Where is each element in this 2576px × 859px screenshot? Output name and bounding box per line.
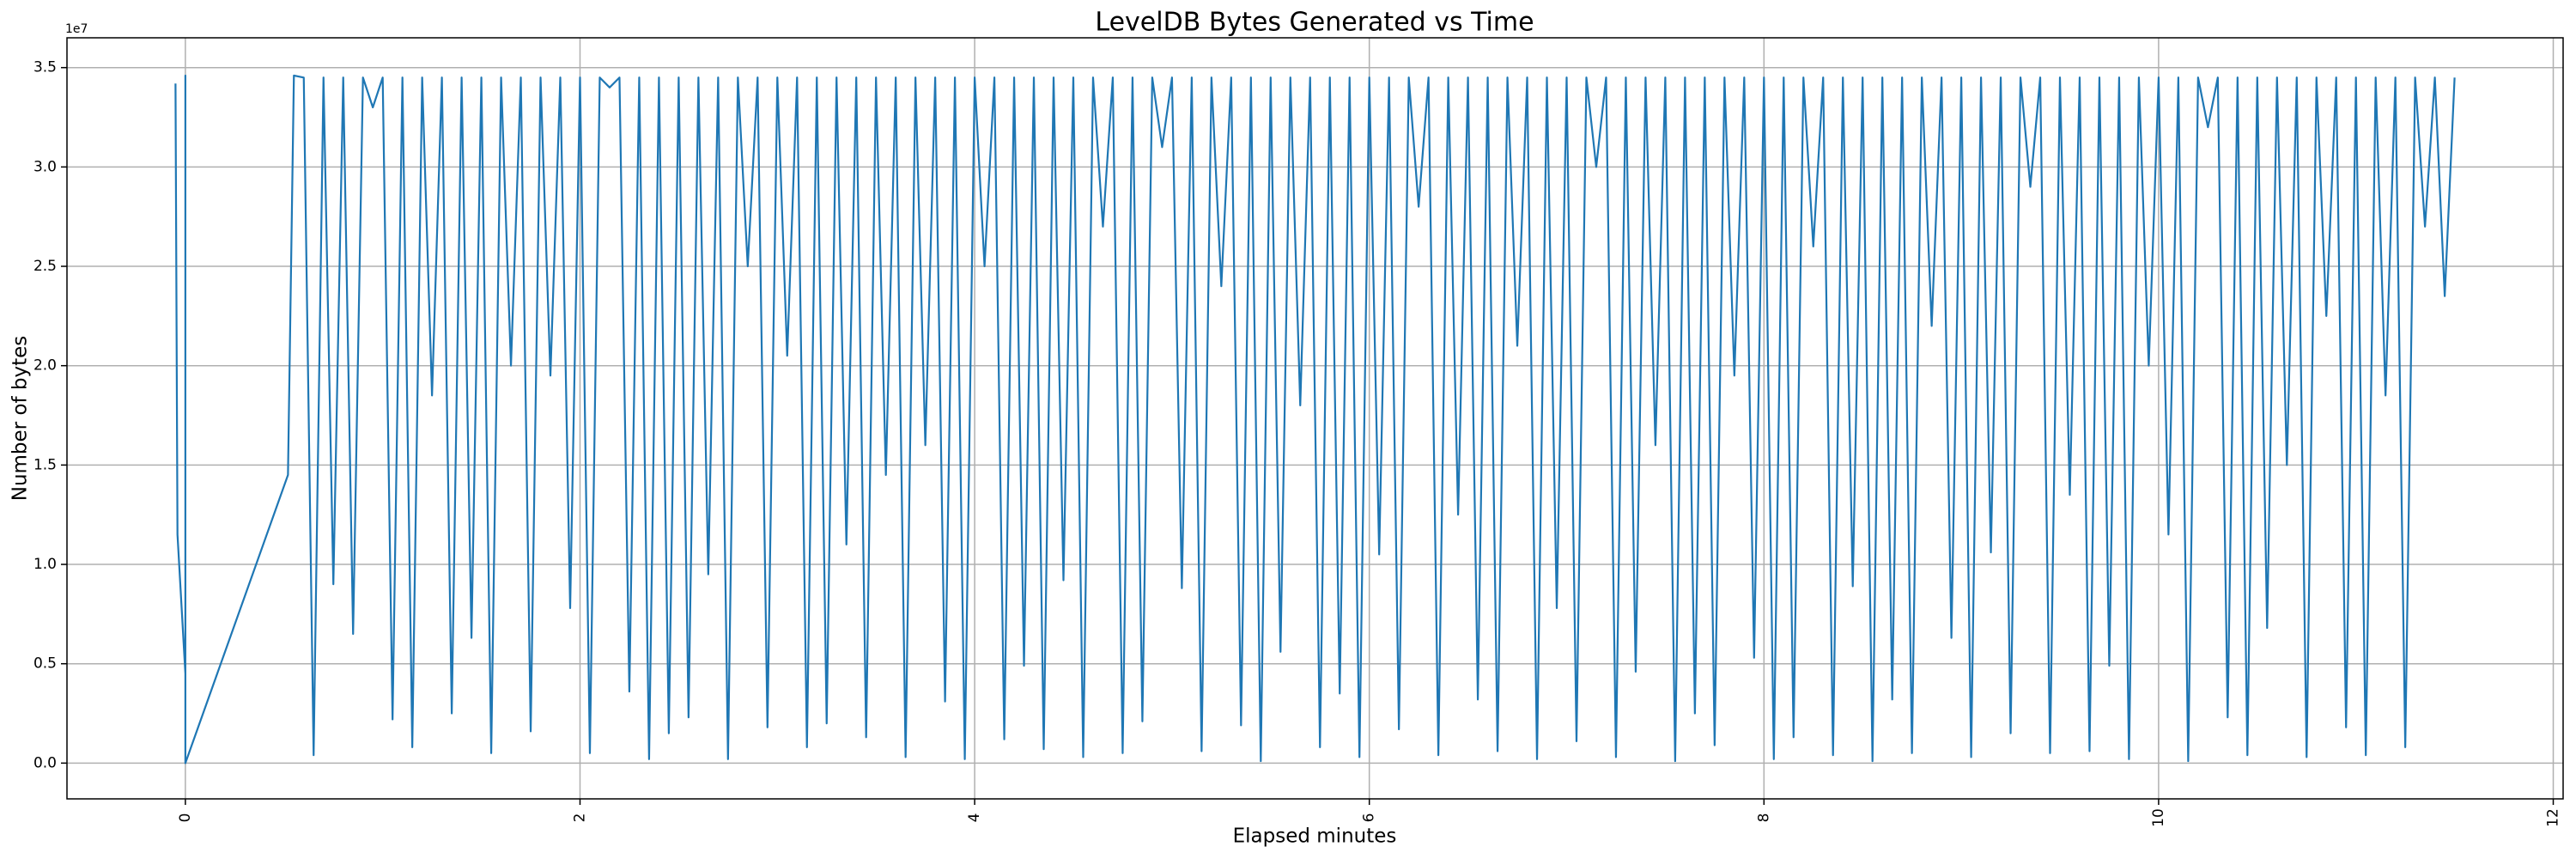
y-axis-label: Number of bytes xyxy=(9,336,32,502)
y-tick-label: 1.0 xyxy=(33,556,57,573)
y-tick-label: 2.0 xyxy=(33,357,57,375)
plot-frame xyxy=(66,37,2564,800)
x-tick-label: 6 xyxy=(1361,813,1378,823)
chart-title: LevelDB Bytes Generated vs Time xyxy=(1095,8,1534,38)
y-tick-label: 3.0 xyxy=(33,158,57,175)
x-axis-label: Elapsed minutes xyxy=(1233,825,1397,848)
y-tick-label: 0.5 xyxy=(33,655,57,673)
y-tick-label: 2.5 xyxy=(33,258,57,275)
y-offset-label: 1e7 xyxy=(65,22,88,36)
y-tick-label: 1.5 xyxy=(33,456,57,473)
x-tick-label: 12 xyxy=(2545,808,2562,827)
data-line xyxy=(174,74,2456,765)
x-tick-label: 0 xyxy=(177,813,194,823)
x-tick-label: 8 xyxy=(1755,813,1772,823)
y-tick-label: 0.0 xyxy=(33,754,57,771)
x-tick-label: 10 xyxy=(2150,808,2167,827)
y-tick-label: 3.5 xyxy=(33,59,57,76)
x-tick-label: 2 xyxy=(571,813,588,823)
x-tick-label: 4 xyxy=(966,813,983,823)
